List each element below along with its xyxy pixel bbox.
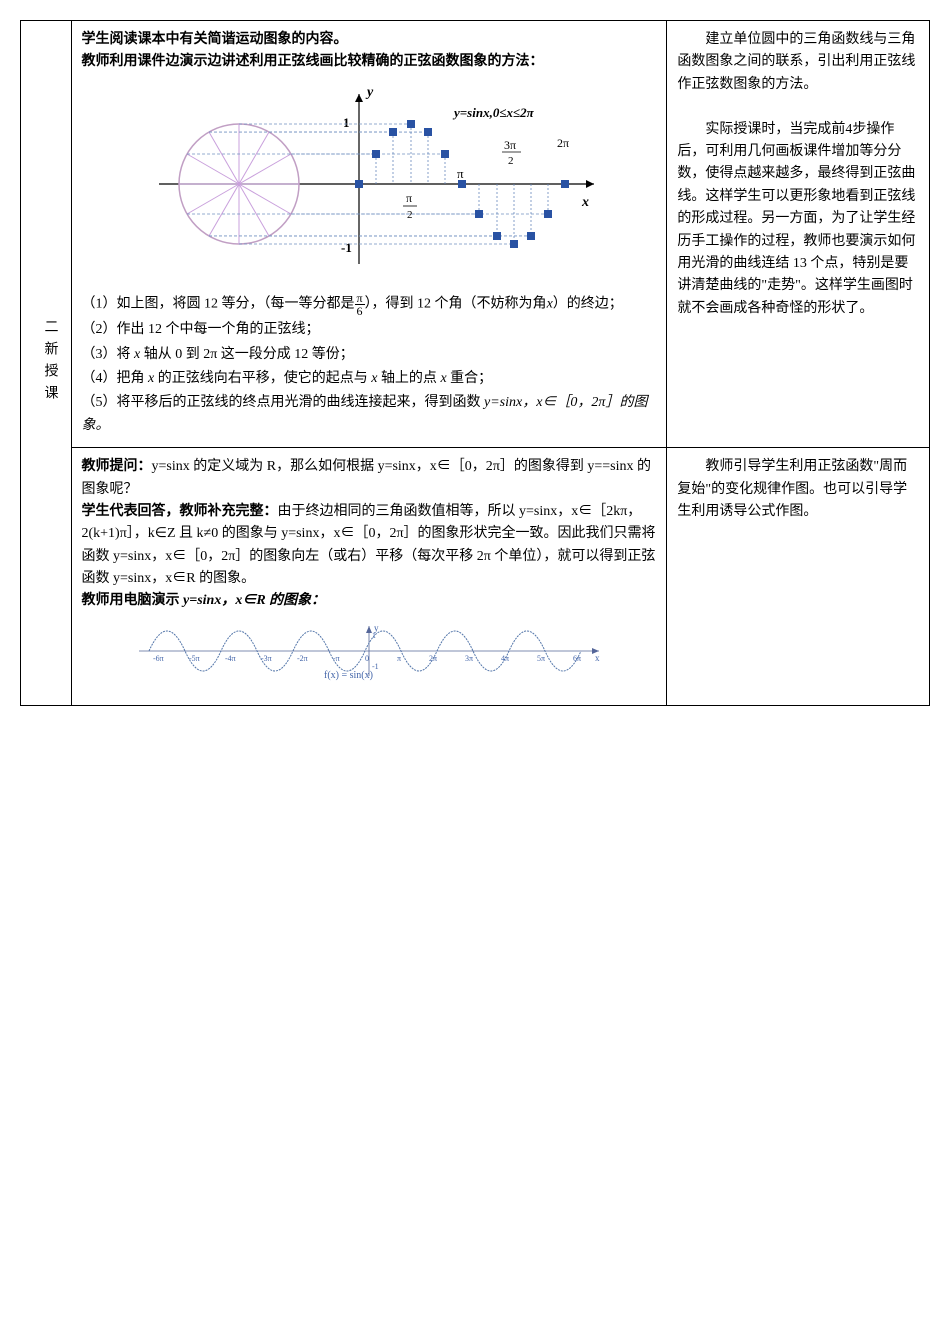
svg-text:y: y [365,85,374,100]
main-content-cell-2: 教师提问：y=sinx 的定义域为 R，那么如何根据 y=sinx，x∈［0，2… [71,448,667,706]
notes-cell-1: 建立单位圆中的三角函数线与三角函数图象之间的联系，引出利用正弦线作正弦数图象的方… [667,21,930,448]
steps-list: （1）如上图，将圆 12 等分，（每一等分都是π6），得到 12 个角（不妨称为… [82,292,657,437]
step-5: （5）将平移后的正弦线的终点用光滑的曲线连接起来，得到函数 y=sinx，x∈［… [82,392,657,437]
svg-text:3π: 3π [504,138,516,152]
svg-text:1: 1 [343,115,350,130]
svg-text:0: 0 [365,654,369,663]
section-label: 二新授课 [43,319,58,407]
main-content-cell-1: 学生阅读课本中有关简谐运动图象的内容。 教师利用课件边演示边讲述利用正弦线画比较… [71,21,667,448]
svg-text:π: π [397,654,401,663]
notes-para-2: 实际授课时，当完成前4步操作后，可利用几何画板课件增加等分分数，使得点越来越多，… [677,119,919,321]
svg-text:-3π: -3π [261,654,272,663]
svg-text:-5π: -5π [189,654,200,663]
student-answer: 学生代表回答，教师补充完整：由于终边相同的三角函数值相等，所以 y=sinx，x… [82,501,657,591]
svg-text:2π: 2π [429,654,437,663]
lesson-table: 二新授课 学生阅读课本中有关简谐运动图象的内容。 教师利用课件边演示边讲述利用正… [20,20,930,706]
step-2: （2）作出 12 个中每一个角的正弦线； [82,319,657,341]
svg-text:-1: -1 [372,662,379,671]
svg-text:6π: 6π [573,654,581,663]
svg-text:π: π [457,166,464,181]
svg-text:5π: 5π [537,654,545,663]
svg-text:2: 2 [407,209,413,221]
step-1: （1）如上图，将圆 12 等分，（每一等分都是π6），得到 12 个角（不妨称为… [82,292,657,317]
notes-para-3: 教师引导学生利用正弦函数"周而复始"的变化规律作图。也可以引导学生利用诱导公式作… [677,456,919,523]
svg-text:4π: 4π [501,654,509,663]
svg-text:f(x) = sin(x): f(x) = sin(x) [324,670,373,681]
full-sine-chart: y x -6π -5π -4π -3π -2π -π 0 π 2π [82,621,657,689]
teacher-question: 教师提问：y=sinx 的定义域为 R，那么如何根据 y=sinx，x∈［0，2… [82,456,657,501]
svg-text:π: π [406,191,412,205]
section-label-cell: 二新授课 [21,21,72,706]
intro-line-2: 教师利用课件边演示边讲述利用正弦线画比较精确的正弦函数图象的方法： [82,51,657,73]
sine-construction-svg: y x 1 -1 [139,84,599,274]
notes-para-1: 建立单位圆中的三角函数线与三角函数图象之间的联系，引出利用正弦线作正弦数图象的方… [677,29,919,96]
unit-circle-chart: y x 1 -1 [82,84,657,282]
svg-text:y=sinx,0≤x≤2π: y=sinx,0≤x≤2π [452,105,535,120]
notes-cell-2: 教师引导学生利用正弦函数"周而复始"的变化规律作图。也可以引导学生利用诱导公式作… [667,448,930,706]
svg-text:-1: -1 [341,240,352,255]
intro-line-1: 学生阅读课本中有关简谐运动图象的内容。 [82,29,657,51]
step-4: （4）把角 x 的正弦线向右平移，使它的起点与 x 轴上的点 x 重合； [82,368,657,390]
svg-text:-6π: -6π [153,654,164,663]
svg-text:-2π: -2π [297,654,308,663]
svg-text:2: 2 [508,155,514,167]
svg-text:2π: 2π [557,136,569,150]
svg-text:-π: -π [333,654,340,663]
svg-text:x: x [595,653,600,663]
table-row: 二新授课 学生阅读课本中有关简谐运动图象的内容。 教师利用课件边演示边讲述利用正… [21,21,930,448]
svg-text:x: x [581,195,589,210]
table-row: 教师提问：y=sinx 的定义域为 R，那么如何根据 y=sinx，x∈［0，2… [21,448,930,706]
step-3: （3）将 x 轴从 0 到 2π 这一段分成 12 等份； [82,344,657,366]
demo-label: 教师用电脑演示 y=sinx，x∈R 的图象： [82,590,657,612]
svg-text:-4π: -4π [225,654,236,663]
full-sine-svg: y x -6π -5π -4π -3π -2π -π 0 π 2π [129,621,609,681]
svg-text:1: 1 [372,631,376,640]
svg-text:3π: 3π [465,654,473,663]
